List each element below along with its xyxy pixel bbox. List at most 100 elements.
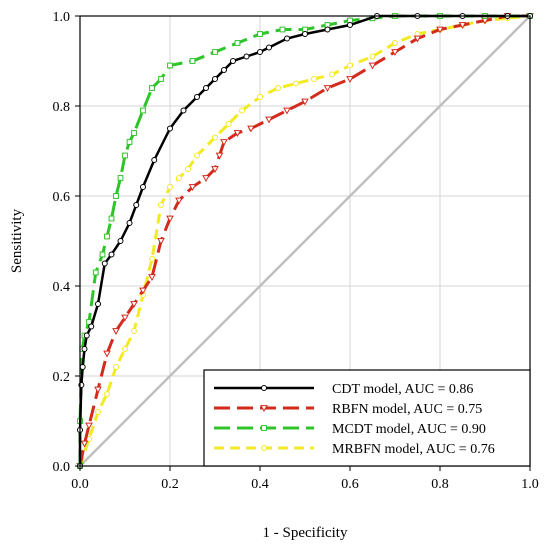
series-point xyxy=(257,31,263,37)
series-point xyxy=(275,85,281,91)
legend-marker xyxy=(260,405,268,413)
series-point xyxy=(140,107,146,114)
series-point xyxy=(131,328,137,334)
series-point xyxy=(121,314,129,322)
x-tick-label: 1.0 xyxy=(521,477,539,492)
series-point xyxy=(79,364,86,370)
series-point xyxy=(80,440,89,448)
grid xyxy=(79,15,531,467)
series-point xyxy=(131,130,137,136)
legend-label: MCDT model, AUC = 0.90 xyxy=(332,422,486,437)
series-point xyxy=(347,22,353,28)
series-point xyxy=(94,386,102,394)
series-point xyxy=(413,35,422,43)
series-point xyxy=(194,94,200,100)
y-tick-label: 0.4 xyxy=(53,280,71,295)
series-point xyxy=(180,107,187,114)
series-point xyxy=(279,26,286,33)
series-point xyxy=(148,274,156,282)
legend: CDT model, AUC = 0.86 RBFN model, AUC = 0… xyxy=(203,369,531,467)
series-point xyxy=(92,269,99,276)
series-point xyxy=(212,49,218,55)
series-point xyxy=(257,49,263,55)
series-point xyxy=(113,364,119,370)
series-point xyxy=(88,323,95,330)
series-point xyxy=(151,157,158,163)
x-tick-label: 0.4 xyxy=(251,477,269,492)
series-point xyxy=(117,238,124,244)
series-point xyxy=(95,409,101,415)
series-point xyxy=(329,71,335,78)
series-point xyxy=(188,184,197,192)
legend-item: MRBFN model, AUC = 0.76 xyxy=(214,442,495,457)
series-point xyxy=(221,67,227,73)
x-tick-label: 0.8 xyxy=(431,477,449,492)
series-point xyxy=(130,301,138,309)
series-point xyxy=(122,346,128,352)
series-point xyxy=(158,202,164,208)
series-point xyxy=(346,76,354,84)
series-point xyxy=(368,62,377,70)
series-point xyxy=(176,175,182,181)
series-point xyxy=(392,40,398,46)
y-tick-label: 0.6 xyxy=(53,190,71,205)
series-point xyxy=(83,332,90,339)
series-point xyxy=(230,58,236,64)
series-point xyxy=(212,76,218,82)
series-point xyxy=(458,22,467,30)
series-point xyxy=(103,350,111,358)
x-tick-label: 0.6 xyxy=(341,477,359,492)
legend-label: MRBFN model, AUC = 0.76 xyxy=(332,442,495,457)
legend-item: RBFN model, AUC = 0.75 xyxy=(214,402,482,417)
series-point xyxy=(104,233,110,240)
legend-item: CDT model, AUC = 0.86 xyxy=(214,382,473,397)
series-point xyxy=(391,49,399,57)
series-point xyxy=(247,125,255,133)
series-point xyxy=(108,215,115,222)
series-point xyxy=(243,53,250,60)
series-point xyxy=(234,40,241,46)
series-point xyxy=(126,220,133,226)
series-point xyxy=(347,62,353,69)
x-tick-label: 0.0 xyxy=(71,477,89,492)
series-point xyxy=(266,44,272,51)
series-point xyxy=(211,166,219,174)
series-point xyxy=(157,238,165,246)
series-point xyxy=(324,26,331,33)
series-point xyxy=(189,58,196,64)
series-point xyxy=(257,94,263,100)
series-point xyxy=(126,139,133,145)
y-tick-label: 0.8 xyxy=(53,100,71,115)
series-point xyxy=(284,35,290,42)
x-axis-title: 1 - Specificity xyxy=(263,525,348,541)
series-point xyxy=(117,175,124,181)
series-point xyxy=(166,215,174,223)
series-point xyxy=(101,260,108,267)
series-point xyxy=(323,85,332,93)
series-point xyxy=(113,193,119,199)
series-1 xyxy=(76,13,534,471)
series-point xyxy=(302,31,308,37)
series-point xyxy=(95,301,101,307)
legend-marker xyxy=(261,445,267,451)
y-tick-label: 0.0 xyxy=(53,460,71,475)
series-point xyxy=(104,391,110,397)
series-point xyxy=(81,346,88,352)
legend-marker xyxy=(261,385,267,391)
legend-label: RBFN model, AUC = 0.75 xyxy=(332,402,482,417)
series-point xyxy=(265,116,273,124)
series-point xyxy=(99,251,106,258)
series-point xyxy=(239,107,245,114)
series-point xyxy=(293,80,299,87)
series-point xyxy=(167,62,173,69)
series-point xyxy=(203,85,209,91)
series-point xyxy=(436,26,444,34)
series-point xyxy=(167,184,173,190)
ticks: 0.0 0.2 0.4 0.6 0.8 1.0 0.0 0.2 0.4 0.6 0.8 1.0 xyxy=(53,10,539,492)
series-point xyxy=(108,251,115,258)
series-point xyxy=(85,422,93,430)
series-point xyxy=(133,202,140,208)
series-point xyxy=(220,139,228,147)
